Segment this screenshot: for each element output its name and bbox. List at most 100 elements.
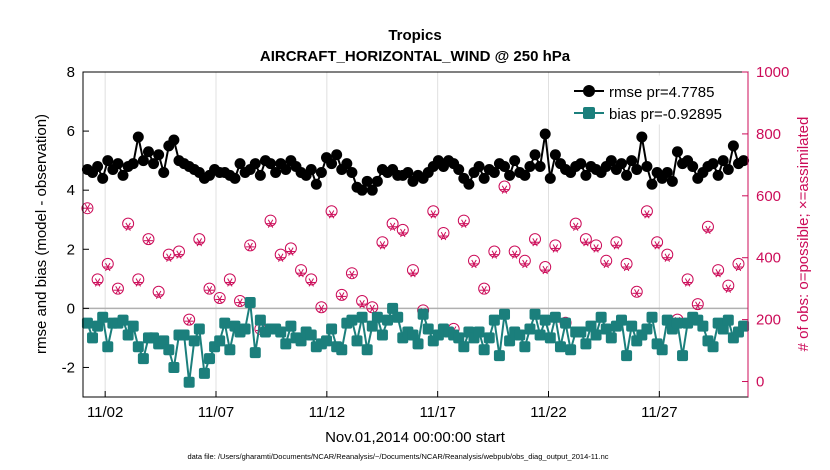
bias-point: [127, 320, 139, 332]
bias-point: [168, 361, 180, 373]
rmse-point: [280, 164, 292, 175]
plot-area: [81, 71, 750, 398]
rmse-point: [310, 178, 322, 190]
rmse-point: [127, 158, 139, 170]
possible-point: [244, 239, 257, 252]
bias-point: [382, 314, 394, 326]
rmse-point: [341, 158, 353, 170]
bias-point: [183, 376, 195, 388]
possible-point: [569, 217, 582, 230]
bias-point: [412, 338, 424, 350]
assimilated-point: [723, 284, 733, 293]
assimilated-point: [683, 278, 693, 287]
bias-point: [356, 311, 368, 323]
rmse-point: [671, 146, 683, 158]
bias-point: [117, 314, 129, 326]
bias-point: [219, 317, 231, 329]
bias-point: [320, 335, 332, 347]
possible-point: [529, 233, 542, 246]
possible-point: [142, 233, 155, 246]
bias-point: [275, 326, 287, 338]
assimilated-point: [469, 259, 479, 269]
assimilated-point: [428, 210, 438, 219]
bias-point: [366, 320, 378, 332]
bias-point: [422, 323, 434, 335]
bias-point: [336, 344, 348, 356]
possible-point: [111, 282, 124, 295]
possible-point: [386, 217, 399, 230]
rmse-point: [539, 128, 551, 140]
assimilated-point: [571, 222, 581, 231]
assimilated-point: [459, 219, 469, 228]
possible-point: [274, 248, 287, 261]
rmse-point: [356, 184, 368, 196]
assimilated-point: [398, 228, 408, 238]
possible-point: [101, 257, 114, 270]
assimilated-point: [245, 242, 255, 252]
rmse-point: [646, 178, 658, 190]
rmse-point: [229, 172, 241, 184]
y2-tick-label: 600: [756, 188, 781, 205]
bias-point: [193, 323, 205, 335]
bias-point: [204, 353, 216, 365]
bias-point: [534, 329, 546, 341]
bias-point: [122, 329, 134, 341]
assimilated-point: [591, 244, 601, 253]
rmse-point: [142, 146, 154, 158]
assimilated-point: [337, 292, 347, 301]
bias-point: [102, 341, 114, 353]
rmse-point: [615, 158, 627, 170]
possible-point: [651, 236, 664, 249]
bias-point: [137, 353, 149, 365]
y-tick-label: 2: [67, 241, 75, 258]
rmse-point: [478, 172, 490, 184]
bias-point: [295, 335, 307, 347]
bias-point: [158, 335, 170, 347]
y2-tick-label: 1000: [756, 64, 789, 81]
possible-point: [356, 295, 369, 308]
assimilated-point: [82, 204, 92, 213]
assimilated-point: [133, 278, 143, 287]
rmse-point: [153, 149, 165, 161]
bias-point: [580, 338, 592, 350]
assimilated-point: [194, 238, 204, 247]
assimilated-point: [581, 238, 591, 247]
bias-point: [671, 317, 683, 329]
bias-point: [254, 314, 266, 326]
bias-point: [738, 320, 750, 332]
rmse-point: [137, 155, 149, 167]
possible-point: [152, 285, 165, 298]
rmse-point: [366, 184, 378, 196]
assimilated-point: [215, 295, 225, 304]
rmse-point: [626, 155, 638, 167]
bias-point: [97, 311, 109, 323]
possible-point: [630, 285, 643, 298]
rmse-point: [305, 164, 317, 175]
rmse-point: [102, 155, 114, 167]
assimilated-point: [479, 286, 489, 295]
possible-point: [478, 282, 491, 295]
possible-point: [539, 261, 552, 273]
bias-point: [81, 317, 93, 329]
rmse-point: [666, 175, 678, 187]
possible-point: [498, 180, 511, 193]
bias-point: [417, 308, 429, 320]
assimilated-point: [103, 262, 113, 272]
assimilated-point: [225, 278, 235, 287]
bias-point: [493, 350, 505, 362]
bias-point: [707, 341, 719, 353]
bias-point: [87, 332, 99, 344]
rmse-point: [326, 158, 338, 170]
assimilated-point: [123, 222, 133, 231]
rmse-point: [453, 164, 465, 175]
bias-point: [615, 314, 627, 326]
assimilated-point: [113, 286, 123, 295]
bias-point: [656, 344, 668, 356]
rmse-point: [529, 149, 541, 161]
rmse-point: [402, 166, 414, 178]
assimilated-point: [235, 298, 245, 307]
rmse-point: [534, 161, 546, 173]
bias-point: [214, 335, 226, 347]
rmse-point: [117, 169, 129, 181]
bias-point: [488, 314, 500, 326]
